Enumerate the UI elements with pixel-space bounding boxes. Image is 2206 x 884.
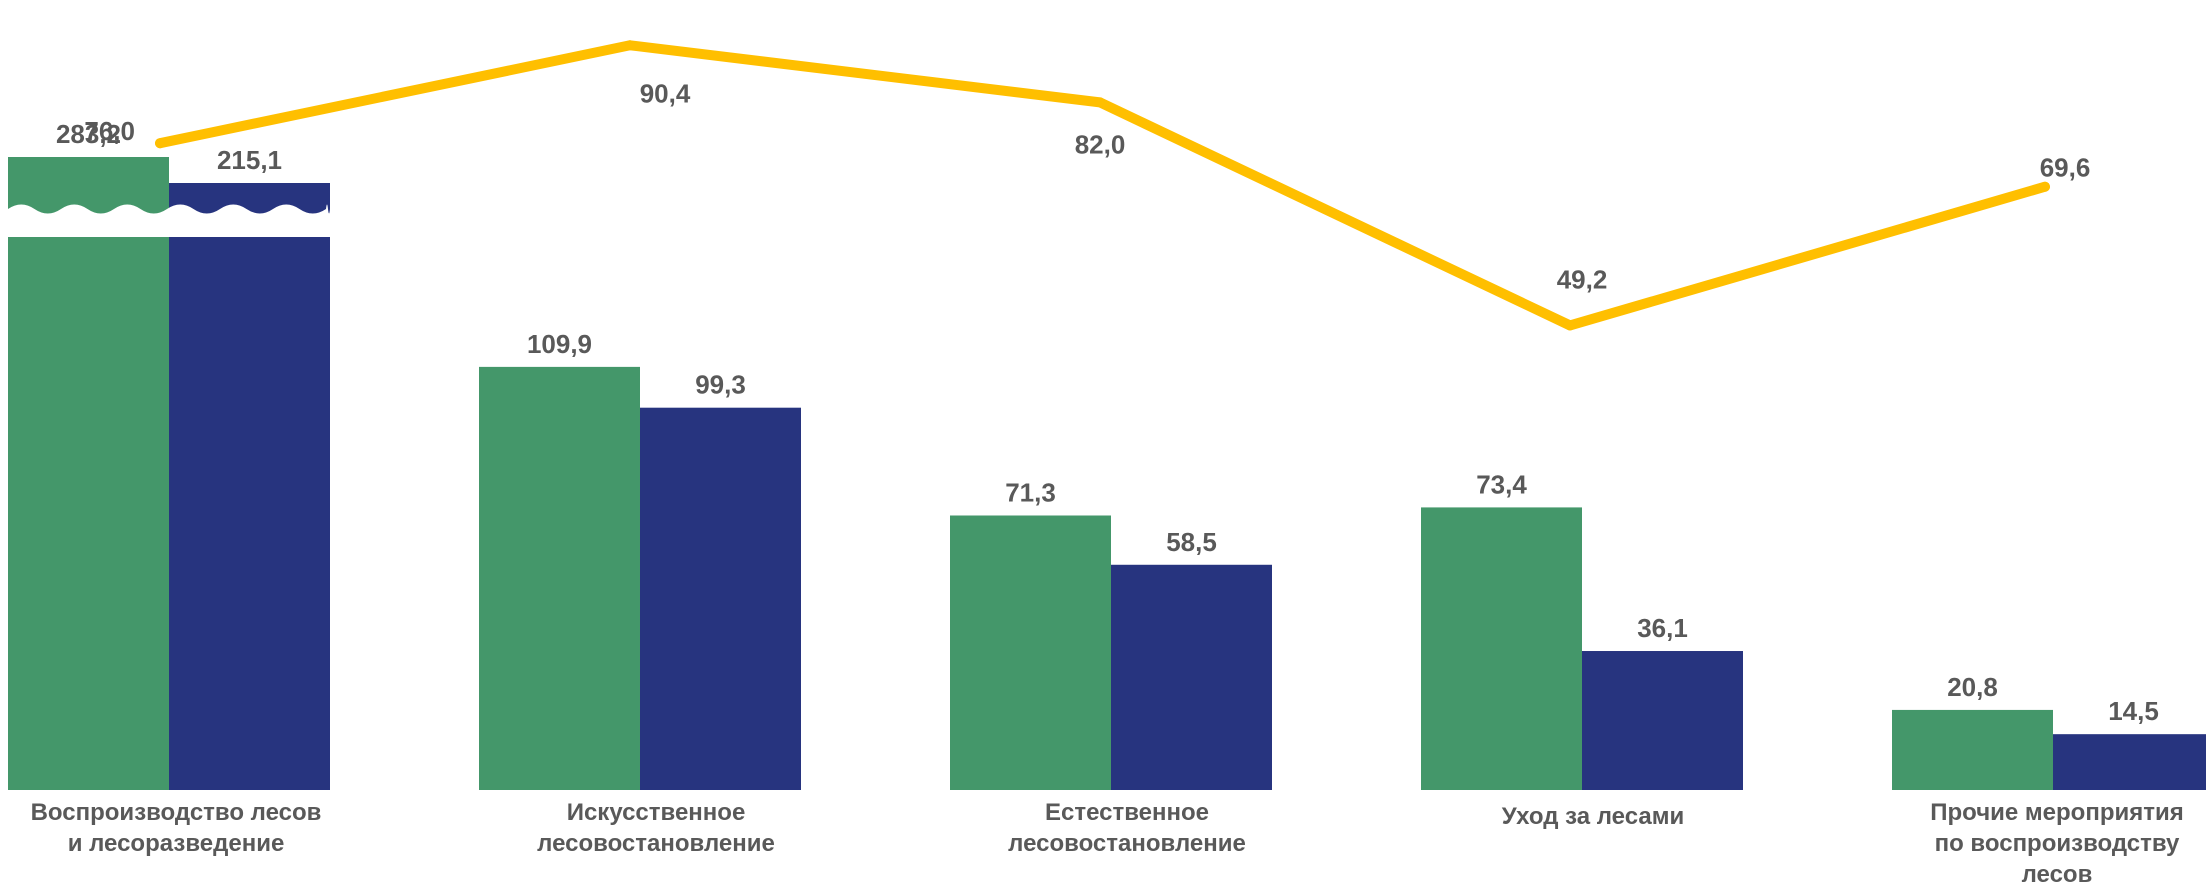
bar-s2-c3: [1111, 564, 1272, 790]
bar-s1-c3: [950, 515, 1111, 790]
line-label-2: 90,4: [640, 78, 691, 108]
bar-s2-c1: [169, 183, 330, 790]
category-label-2: Искусственное лесовостановление: [537, 799, 775, 857]
line-series: [155, 40, 2050, 331]
data-label-s1-c1: 283,2: [56, 119, 121, 149]
bar-s2-c5: [2053, 734, 2206, 790]
data-label-s1-c4: 73,4: [1476, 469, 1527, 499]
axis-break-wave: [5, 213, 335, 231]
data-label-s1-c3: 71,3: [1005, 477, 1056, 507]
data-label-s2-c2: 99,3: [695, 370, 746, 400]
line-label-4: 49,2: [1557, 264, 1608, 294]
category-label-3: Естественное лесовостановление: [1008, 799, 1246, 857]
line-label-1: 76,0: [84, 116, 135, 146]
line-point-3: [1095, 97, 1105, 108]
bar-s1-c5: [1892, 709, 2053, 790]
line-point-1: [155, 138, 165, 149]
category-label-5: Прочие мероприятия по воспроизводству лесо…: [1930, 799, 2184, 884]
data-label-s1-c2: 109,9: [527, 329, 592, 359]
line-label-3: 82,0: [1075, 129, 1126, 159]
category-label-4: Уход за лесами: [1502, 803, 1684, 830]
bar-s2-c2: [640, 407, 801, 790]
line-point-4: [1565, 320, 1575, 331]
data-label-s2-c4: 36,1: [1637, 613, 1688, 643]
line-point-5: [2040, 181, 2050, 192]
bar-s1-c4: [1421, 507, 1582, 790]
data-label-s2-c3: 58,5: [1166, 527, 1217, 557]
line-point-2: [625, 40, 635, 51]
category-label-1: Воспроизводство лесов и лесоразведение: [31, 799, 322, 857]
bar-s1-c2: [479, 366, 640, 790]
data-label-s2-c1: 215,1: [217, 145, 282, 175]
data-label-s2-c5: 14,5: [2108, 696, 2159, 726]
bar-s2-c4: [1582, 651, 1743, 790]
line-label-5: 69,6: [2040, 153, 2091, 183]
data-label-s1-c5: 20,8: [1947, 672, 1998, 702]
bar-s1-c1: [8, 157, 169, 790]
